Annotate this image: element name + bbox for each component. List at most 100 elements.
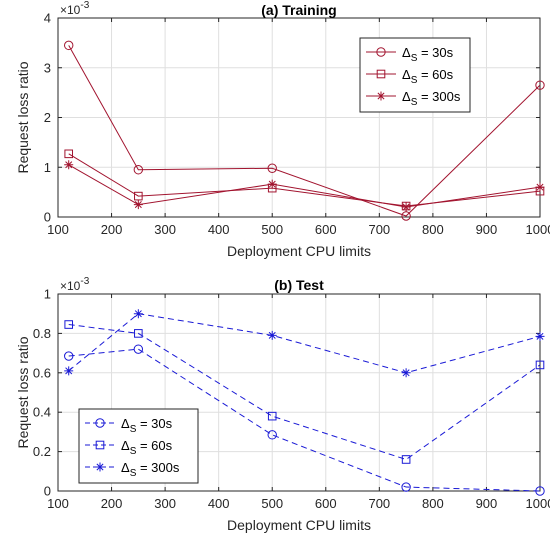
x-tick-label: 900 (476, 496, 498, 511)
y-exponent-power: -3 (80, 0, 89, 11)
y-axis-label: Request loss ratio (15, 336, 31, 448)
data-point-square (267, 411, 277, 421)
y-tick-label: 0.8 (33, 326, 51, 341)
legend-marker-circle (95, 418, 105, 428)
y-tick-label: 0.6 (33, 365, 51, 380)
legend-box (78, 408, 199, 484)
legend-label-symbol: Δ (402, 45, 411, 60)
y-tick-label: 1 (44, 287, 51, 302)
data-point-star (133, 200, 143, 210)
data-point-star (64, 160, 74, 170)
series-line (68, 45, 541, 217)
series-square (64, 320, 545, 464)
data-point-circle (133, 344, 144, 354)
legend-marker-square (95, 440, 105, 450)
x-tick-label: 500 (261, 222, 283, 237)
x-tick-label: 700 (368, 496, 390, 511)
x-tick-label: 500 (261, 496, 283, 511)
y-tick-label: 2 (44, 110, 51, 125)
legend-label-subscript: S (130, 446, 137, 457)
data-point-square (134, 329, 143, 338)
data-point-circle (64, 40, 74, 51)
legend-label-symbol: Δ (121, 438, 130, 453)
x-tick-label: 200 (101, 222, 123, 237)
legend-label: ΔS = 60s (402, 67, 454, 86)
chart-title: (b) Test (274, 277, 324, 293)
legend-label-suffix: = 30s (136, 416, 172, 431)
legend-label-subscript: S (130, 468, 137, 479)
data-point-square (535, 360, 545, 370)
y-exponent-base: ×10 (60, 3, 81, 17)
series-circle (64, 40, 545, 221)
data-point-circle (535, 486, 545, 496)
x-axis-label: Deployment CPU limits (227, 243, 371, 259)
y-tick-label: 0 (44, 484, 51, 499)
series-star (64, 309, 545, 378)
legend-label-suffix: = 30s (417, 45, 453, 60)
legend-marker-star (376, 91, 386, 101)
x-tick-label: 800 (422, 222, 444, 237)
y-exponent-power: -3 (80, 276, 89, 287)
x-tick-label: 800 (422, 496, 444, 511)
series-line (68, 324, 541, 461)
data-point-circle (401, 211, 411, 221)
y-axis-label: Request loss ratio (15, 61, 31, 173)
y-tick-label: 0.2 (33, 444, 51, 459)
data-point-circle (267, 430, 277, 440)
data-point-star (267, 179, 277, 189)
legend-label: ΔS = 30s (402, 45, 454, 64)
data-point-square (64, 320, 74, 329)
legend-label-symbol: Δ (402, 67, 411, 82)
legend-marker-star (95, 462, 105, 472)
data-point-circle (535, 80, 545, 90)
y-tick-label: 0.4 (33, 405, 51, 420)
x-tick-label: 900 (476, 222, 498, 237)
x-tick-label: 100 (47, 496, 69, 511)
series-circle (64, 344, 545, 496)
data-point-star (267, 330, 277, 340)
legend-label-suffix: = 300s (417, 89, 461, 104)
x-tick-label: 400 (208, 222, 230, 237)
legend-label: ΔS = 300s (121, 460, 180, 479)
legend-label-suffix: = 300s (136, 460, 180, 475)
legend-label-subscript: S (411, 97, 418, 108)
data-point-star (133, 309, 143, 319)
x-tick-label: 100 (47, 222, 69, 237)
x-tick-label: 300 (154, 496, 176, 511)
legend-label-symbol: Δ (402, 89, 411, 104)
data-point-circle (64, 351, 74, 361)
data-point-square (134, 191, 143, 201)
y-tick-label: 3 (44, 60, 51, 75)
data-point-star (535, 182, 545, 192)
data-point-star (535, 331, 545, 341)
y-exponent-base: ×10 (60, 279, 81, 293)
data-point-circle (133, 165, 144, 175)
data-point-star (64, 366, 74, 376)
y-tick-label: 4 (44, 11, 51, 26)
series-star (64, 160, 545, 212)
legend-label-subscript: S (411, 75, 418, 86)
x-tick-label: 300 (154, 222, 176, 237)
x-tick-label: 600 (315, 222, 337, 237)
legend-label-symbol: Δ (121, 460, 130, 475)
data-point-square (64, 149, 74, 159)
y-exponent-label: ×10-3 (60, 276, 90, 293)
legend-label-suffix: = 60s (417, 67, 453, 82)
data-point-circle (267, 163, 277, 173)
data-point-square (401, 455, 411, 464)
y-exponent-label: ×10-3 (60, 0, 90, 17)
legend-label-subscript: S (130, 424, 137, 435)
legend-label-subscript: S (411, 53, 418, 64)
legend-label-symbol: Δ (121, 416, 130, 431)
chart-title: (a) Training (261, 2, 336, 18)
x-tick-label: 600 (315, 496, 337, 511)
legend-label: ΔS = 60s (121, 438, 173, 457)
legend-marker-square (376, 69, 386, 79)
x-tick-label: 700 (368, 222, 390, 237)
